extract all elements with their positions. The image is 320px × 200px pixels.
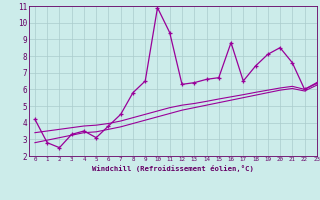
X-axis label: Windchill (Refroidissement éolien,°C): Windchill (Refroidissement éolien,°C): [92, 165, 254, 172]
